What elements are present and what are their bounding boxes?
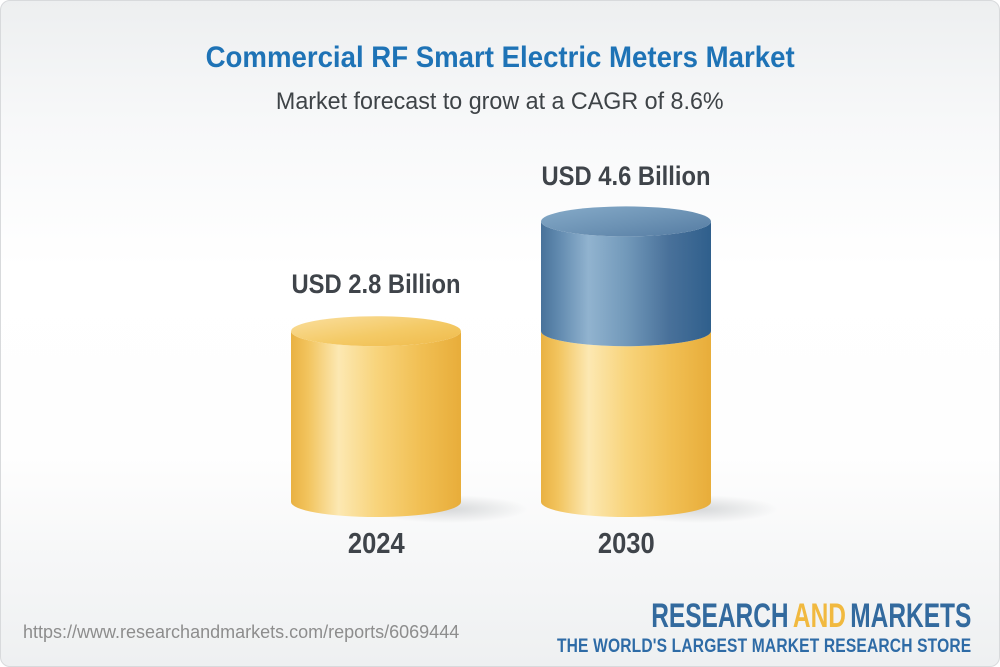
year-label-2024: 2024 xyxy=(216,528,536,560)
cylinder-cap-2024 xyxy=(291,316,461,347)
chart-title: Commercial RF Smart Electric Meters Mark… xyxy=(1,42,999,74)
cylinder-segment-2030-gold xyxy=(541,331,711,517)
source-url: https://www.researchandmarkets.com/repor… xyxy=(23,622,460,642)
chart-subtitle-text: Market forecast to grow at a CAGR of 8.6… xyxy=(276,88,724,115)
chart-subtitle: Market forecast to grow at a CAGR of 8.6… xyxy=(1,88,999,116)
value-label-2030-text: USD 4.6 Billion xyxy=(541,161,711,191)
chart-title-text: Commercial RF Smart Electric Meters Mark… xyxy=(205,41,795,74)
logo-tagline: THE WORLD'S LARGEST MARKET RESEARCH STOR… xyxy=(556,636,971,657)
value-label-2024-text: USD 2.8 Billion xyxy=(291,269,461,299)
logo-word-research: RESEARCH xyxy=(650,597,789,635)
year-label-2024-text: 2024 xyxy=(347,528,405,560)
logo-word-and: AND xyxy=(792,597,846,635)
value-label-2024: USD 2.8 Billion xyxy=(216,269,536,299)
logo-word-markets: MARKETS xyxy=(849,597,971,635)
cylinder-cap-2030 xyxy=(541,206,711,237)
value-label-2030: USD 4.6 Billion xyxy=(466,161,786,191)
cylinder-segment-2030-blue xyxy=(541,221,711,347)
cylinder-segment-2024-gold xyxy=(291,331,461,517)
brand-logo: RESEARCH AND MARKETS THE WORLD'S LARGEST M… xyxy=(466,599,971,656)
year-label-2030-text: 2030 xyxy=(597,528,655,560)
year-label-2030: 2030 xyxy=(466,528,786,560)
logo-wordmark: RESEARCH AND MARKETS xyxy=(607,599,971,633)
